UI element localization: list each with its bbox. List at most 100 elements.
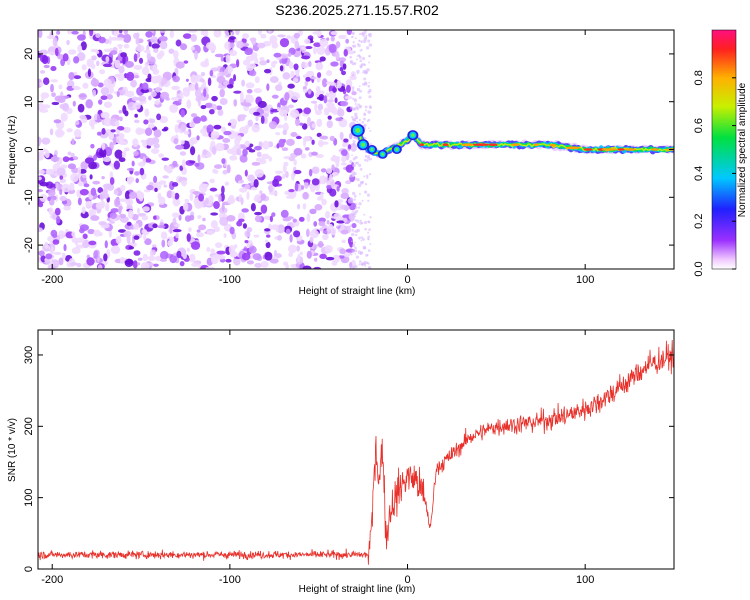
noise-blob — [38, 169, 45, 175]
noise-blob — [47, 235, 54, 242]
noise-blob — [353, 172, 357, 176]
noise-blob — [362, 33, 366, 37]
noise-blob — [322, 230, 328, 234]
noise-blob — [311, 123, 316, 129]
noise-blob — [217, 109, 224, 117]
noise-blob — [185, 78, 189, 82]
noise-blob — [244, 48, 253, 56]
noise-blob — [221, 202, 225, 212]
noise-blob — [151, 43, 160, 49]
noise-blob — [143, 232, 147, 241]
noise-blob — [180, 124, 187, 133]
noise-blob — [137, 262, 141, 266]
noise-blob — [218, 194, 222, 203]
noise-blob — [122, 55, 126, 65]
noise-blob — [194, 162, 200, 167]
noise-blob — [173, 50, 179, 59]
noise-blob — [282, 122, 289, 132]
noise-blob — [354, 215, 357, 218]
noise-blob — [341, 70, 346, 76]
noise-blob — [279, 65, 284, 72]
noise-blob — [310, 100, 318, 104]
noise-blob — [241, 208, 249, 213]
noise-blob — [321, 78, 328, 88]
noise-blob — [90, 63, 96, 70]
noise-blob — [367, 249, 371, 253]
noise-blob — [44, 150, 50, 159]
chart-title: S236.2025.271.15.57.R02 — [275, 2, 439, 18]
noise-blob — [241, 252, 251, 261]
noise-blob — [269, 76, 279, 83]
noise-blob — [288, 156, 296, 162]
noise-blob — [133, 250, 141, 256]
noise-blob — [332, 254, 341, 263]
noise-blob — [159, 30, 166, 33]
noise-blob — [118, 207, 122, 215]
noise-blob — [95, 202, 104, 210]
noise-blob — [246, 146, 252, 151]
noise-blob — [361, 221, 364, 225]
noise-blob — [355, 105, 359, 109]
noise-blob — [88, 209, 94, 217]
noise-blob — [96, 113, 101, 123]
noise-blob — [176, 250, 182, 259]
noise-blob — [210, 248, 216, 254]
noise-blob — [352, 97, 355, 101]
noise-blob — [147, 73, 152, 81]
noise-blob — [128, 246, 134, 250]
noise-blob — [369, 216, 372, 219]
noise-blob — [341, 187, 349, 195]
noise-blob — [208, 109, 215, 115]
noise-blob — [365, 254, 368, 257]
noise-blob — [351, 115, 354, 119]
noise-blob — [77, 166, 82, 175]
noise-blob — [58, 257, 64, 266]
signal-hotspot — [419, 143, 424, 147]
noise-blob — [95, 33, 101, 39]
noise-blob — [284, 92, 290, 101]
noise-blob — [124, 190, 131, 200]
noise-blob — [106, 93, 113, 100]
noise-blob — [58, 84, 63, 90]
noise-blob — [101, 142, 106, 151]
noise-blob — [60, 112, 68, 122]
noise-blob — [351, 31, 355, 36]
noise-blob — [69, 182, 75, 191]
noise-blob — [224, 41, 232, 50]
noise-blob — [242, 59, 251, 66]
noise-blob — [353, 198, 356, 201]
noise-blob — [361, 199, 364, 202]
signal-hotspot — [511, 143, 520, 147]
signal-hotspot — [472, 143, 489, 147]
noise-blob — [196, 232, 205, 238]
noise-blob — [260, 193, 267, 201]
noise-blob — [299, 122, 304, 126]
noise-blob — [250, 52, 258, 59]
noise-blob — [363, 69, 365, 72]
noise-blob — [266, 59, 270, 64]
noise-blob — [207, 77, 212, 86]
noise-blob — [127, 209, 134, 219]
noise-blob — [62, 156, 70, 163]
noise-blob — [71, 247, 81, 255]
noise-blob — [351, 170, 353, 173]
noise-blob — [156, 74, 162, 84]
noise-blob — [308, 168, 313, 177]
noise-blob — [352, 163, 356, 168]
noise-blob — [304, 38, 311, 45]
noise-blob — [358, 236, 361, 240]
noise-blob — [179, 261, 185, 267]
noise-blob — [221, 158, 226, 164]
noise-blob — [353, 62, 357, 65]
noise-blob — [227, 122, 232, 126]
noise-blob — [328, 223, 334, 230]
noise-blob — [254, 211, 263, 216]
noise-blob — [367, 262, 370, 265]
noise-blob — [354, 249, 358, 253]
noise-blob — [287, 83, 295, 89]
noise-blob — [269, 215, 274, 223]
noise-blob — [204, 58, 209, 65]
noise-blob — [343, 138, 349, 143]
noise-blob — [133, 119, 140, 124]
